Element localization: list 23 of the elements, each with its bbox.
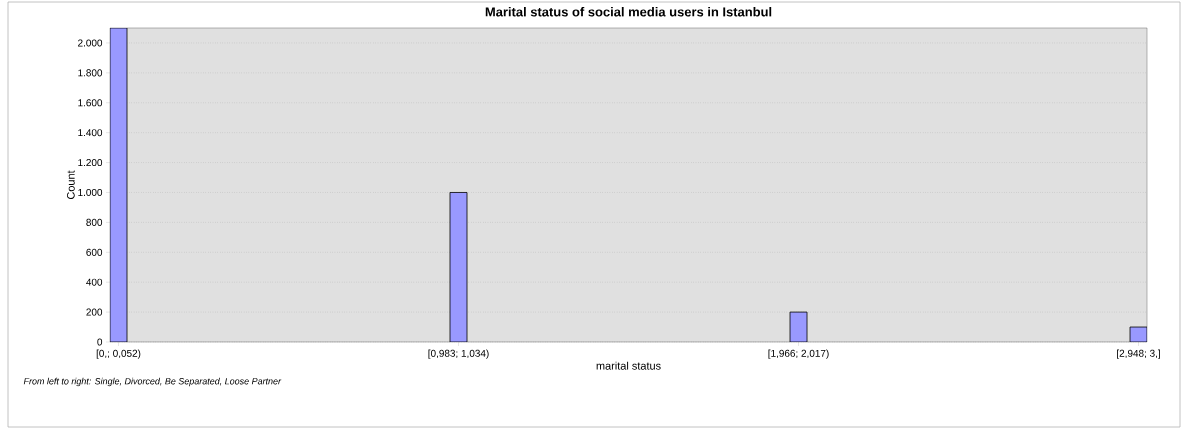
y-tick-label: 1.400	[78, 129, 103, 137]
y-tick-label: 1.200	[78, 159, 103, 167]
bar	[110, 28, 128, 342]
bar	[1129, 326, 1148, 342]
text: From left to right: Single, Divorced, Be Separated, Loose Partner	[23, 377, 282, 387]
x-tick-label: [0,983; 1,034)	[428, 349, 489, 359]
x-tick-label: [1,966; 2,017)	[768, 349, 829, 359]
y-axis-title: Count	[66, 170, 75, 200]
bar	[789, 311, 808, 342]
y-tick-label: 1.800	[78, 69, 103, 77]
y-tick-label: 1.600	[78, 99, 103, 107]
y-tick-label: 0	[97, 338, 103, 346]
y-tick-label: 200	[86, 308, 103, 316]
bar	[449, 192, 468, 342]
y-tick-label: 600	[86, 248, 103, 256]
y-tick-label: 1.000	[78, 188, 103, 196]
y-tick-label: 400	[86, 278, 103, 286]
y-tick-label: 2.000	[78, 39, 103, 47]
x-tick-label: [2,948; 3,]	[1117, 349, 1160, 359]
y-tick-label: 800	[86, 218, 103, 226]
x-axis-title: marital status	[596, 361, 661, 370]
x-tick-label: [0,; 0,052)	[96, 349, 141, 359]
chart-title: Marital status of social media users in Istanbul	[485, 6, 772, 17]
